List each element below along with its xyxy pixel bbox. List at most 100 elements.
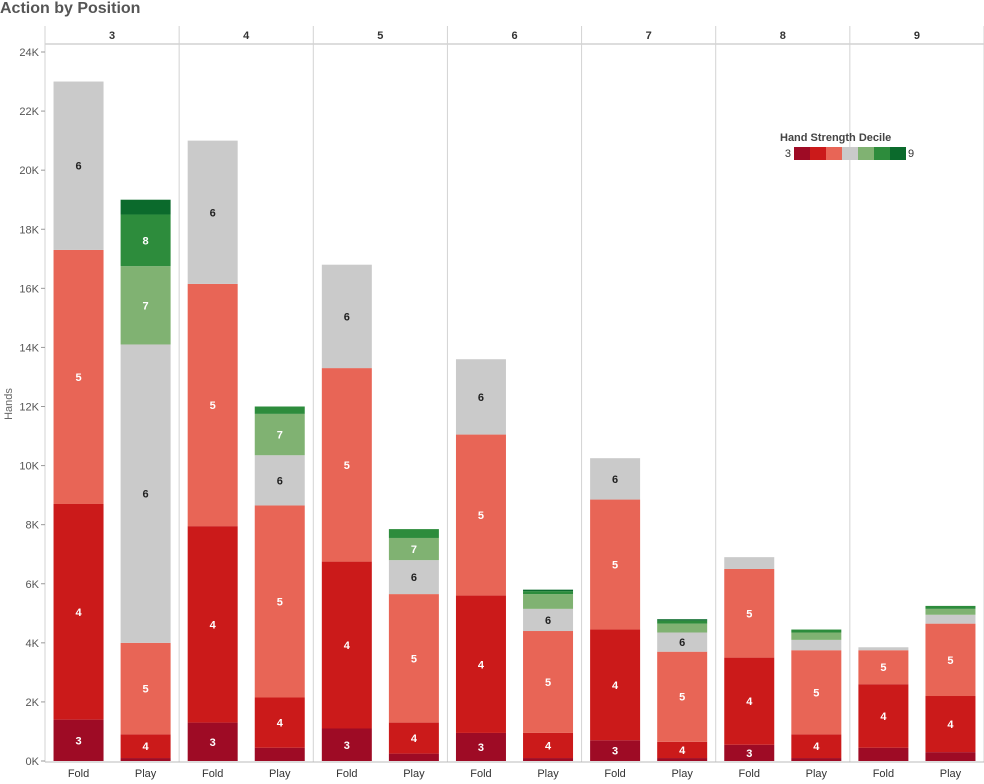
bar-segment-pos9-play-decile5 [925, 623, 976, 697]
segment-label: 4 [478, 659, 485, 671]
bar-segment-pos5-play-decile8 [388, 529, 439, 538]
y-tick-label: 0K [26, 756, 40, 768]
bar-segment-pos8-fold-decile3 [724, 744, 775, 761]
segment-label: 5 [545, 677, 551, 689]
action-label: Play [537, 768, 559, 780]
segment-label: 6 [612, 474, 618, 486]
y-tick-label: 10K [19, 461, 39, 473]
bar-segment-pos6-play-decile3 [523, 758, 574, 761]
action-label: Play [806, 768, 828, 780]
segment-label: 5 [277, 596, 283, 608]
action-label: Fold [202, 768, 223, 780]
segment-label: 4 [143, 741, 150, 753]
bar-segment-pos5-play-decile3 [388, 753, 439, 761]
segment-label: 6 [344, 311, 350, 323]
bar-segment-pos5-play-decile6 [388, 560, 439, 595]
bar-segment-pos3-fold-decile4 [53, 503, 104, 720]
y-axis-title: Hands [3, 388, 15, 420]
bar-segment-pos6-play-decile4 [523, 732, 574, 759]
legend-swatch [874, 147, 890, 160]
bar-segment-pos7-play-decile4 [657, 741, 708, 759]
y-tick-label: 6K [26, 579, 40, 591]
bar-segment-pos9-fold-decile3 [858, 747, 909, 761]
bar-segment-pos5-fold-decile6 [321, 264, 372, 369]
action-label: Fold [470, 768, 491, 780]
segment-label: 5 [813, 687, 819, 699]
bar-segment-pos5-fold-decile5 [321, 368, 372, 562]
bar-segment-pos4-fold-decile6 [187, 140, 238, 284]
bar-segment-pos8-fold-decile4 [724, 657, 775, 745]
legend-swatch [826, 147, 842, 160]
bar-segment-pos6-play-decile5 [523, 631, 574, 733]
segment-label: 4 [545, 740, 552, 752]
segment-label: 3 [210, 737, 216, 749]
segment-label: 5 [143, 684, 149, 696]
chart-title: Action by Position [0, 0, 141, 17]
segment-label: 3 [75, 735, 81, 747]
position-header: 5 [377, 30, 383, 42]
segment-label: 5 [75, 372, 81, 384]
bar-segment-pos7-play-decile7 [657, 623, 708, 633]
action-label: Play [403, 768, 425, 780]
bar-segment-pos9-play-decile6 [925, 614, 976, 624]
bar-segment-pos6-fold-decile3 [455, 732, 506, 761]
bar-segment-pos9-play-decile4 [925, 696, 976, 753]
bar-segment-pos6-fold-decile5 [455, 434, 506, 596]
bar-segment-pos7-play-decile8 [657, 620, 708, 624]
position-header: 7 [646, 30, 652, 42]
bar-segment-pos4-play-decile4 [254, 697, 305, 748]
position-header: 3 [109, 30, 115, 42]
position-header: 6 [511, 30, 517, 42]
bar-segment-pos6-play-decile6 [523, 608, 574, 632]
bar-segment-pos5-play-decile5 [388, 594, 439, 723]
bar-segment-pos6-play-decile7 [523, 594, 574, 609]
y-tick-label: 20K [19, 165, 39, 177]
bar-segment-pos7-play-decile6 [657, 632, 708, 652]
bar-segment-pos9-play-decile7 [925, 608, 976, 615]
segment-label: 4 [344, 640, 351, 652]
bar-segment-pos9-fold-decile5 [858, 650, 909, 685]
segment-label: 5 [880, 662, 886, 674]
bar-segment-pos6-fold-decile6 [455, 359, 506, 435]
bar-segment-pos8-play-decile8 [791, 629, 842, 633]
position-header: 8 [780, 30, 786, 42]
bar-segment-pos7-fold-decile3 [590, 740, 641, 761]
action-label: Fold [873, 768, 894, 780]
segment-label: 5 [746, 608, 752, 620]
segment-label: 3 [746, 748, 752, 760]
segment-label: 4 [210, 619, 217, 631]
segment-label: 3 [344, 740, 350, 752]
bar-segment-pos3-fold-decile3 [53, 719, 104, 761]
segment-label: 5 [947, 655, 953, 667]
position-header: 4 [243, 30, 250, 42]
bar-segment-pos3-play-decile9 [120, 199, 171, 215]
segment-label: 3 [612, 746, 618, 758]
y-tick-label: 16K [19, 283, 39, 295]
bar-segment-pos5-play-decile7 [388, 537, 439, 561]
segment-label: 4 [612, 680, 619, 692]
bar-segment-pos7-play-decile5 [657, 651, 708, 742]
segment-label: 4 [411, 733, 418, 745]
bar-segment-pos8-play-decile5 [791, 650, 842, 735]
segment-label: 6 [545, 615, 551, 627]
segment-label: 3 [478, 742, 484, 754]
legend-max-label: 9 [908, 148, 914, 160]
bar-segment-pos3-play-decile4 [120, 734, 171, 759]
legend-min-label: 3 [785, 148, 791, 160]
bar-segment-pos3-play-decile6 [120, 344, 171, 643]
bar-segment-pos9-play-decile8 [925, 605, 976, 609]
bar-segment-pos6-play-decile8 [523, 591, 574, 595]
bar-segment-pos8-play-decile6 [791, 639, 842, 651]
y-tick-label: 22K [19, 106, 39, 118]
bar-segment-pos4-fold-decile5 [187, 283, 238, 527]
bar-segment-pos8-fold-decile6 [724, 557, 775, 569]
bar-segment-pos7-play-decile3 [657, 758, 708, 761]
segment-label: 6 [143, 489, 149, 501]
y-tick-label: 4K [26, 638, 40, 650]
y-tick-label: 2K [26, 697, 40, 709]
segment-label: 5 [210, 400, 216, 412]
segment-label: 8 [143, 235, 149, 247]
segment-label: 5 [679, 692, 685, 704]
bar-segment-pos3-fold-decile5 [53, 249, 104, 504]
bar-segment-pos6-play-decile9 [523, 589, 574, 592]
